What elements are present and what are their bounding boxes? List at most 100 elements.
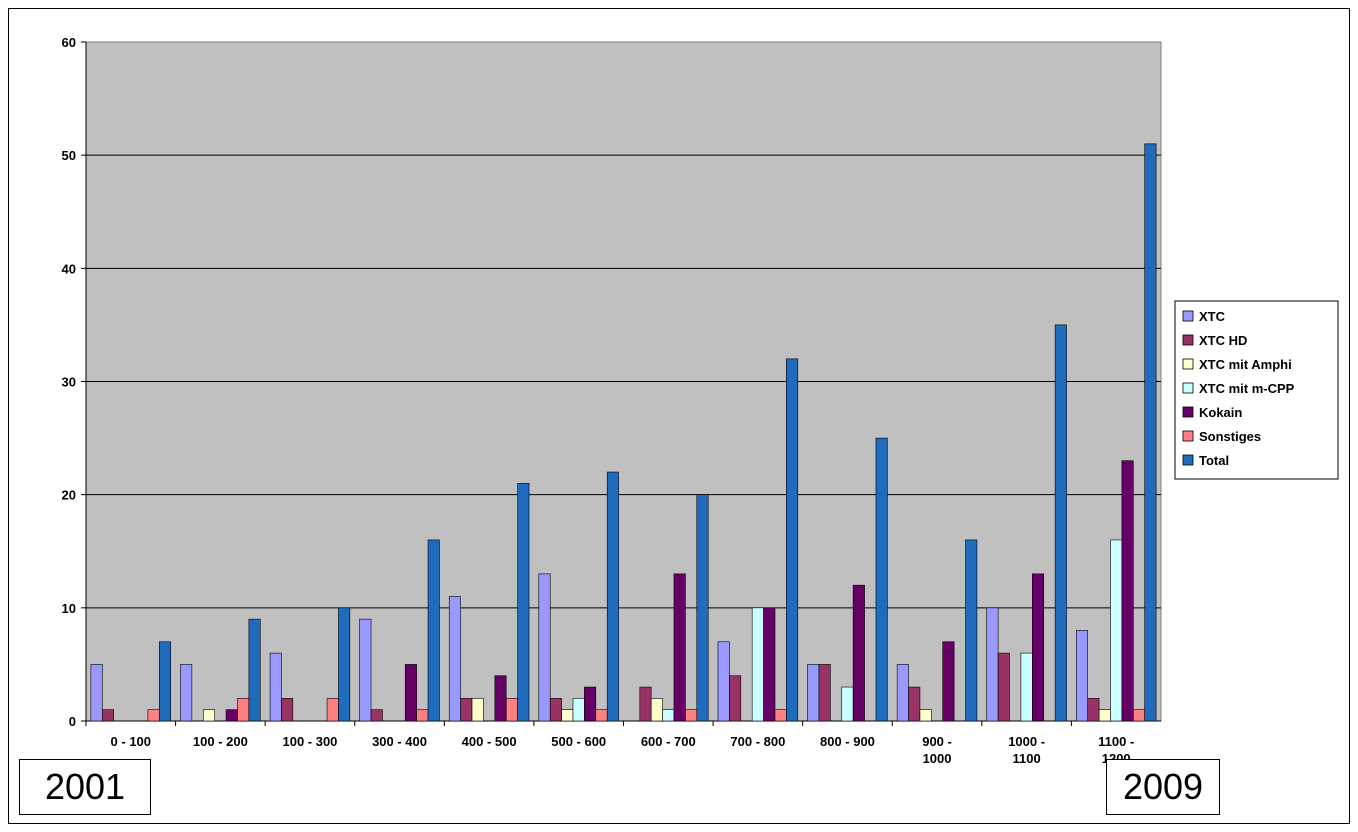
bar [1098,709,1111,722]
legend-label: Kokain [1199,405,1242,420]
y-tick-label: 0 [69,714,76,729]
x-tick-label: 1000 - [1008,734,1045,749]
legend: XTC XTC HD XTC mit Amphi XTC mit m-CPP Kokai… [1174,300,1339,480]
bar-chart: 0 10 20 30 40 50 60 0 - 100 100 - 200 100 - 300 30… [62,35,1339,766]
y-tick-label: 50 [62,148,76,163]
legend-label: XTC [1199,309,1226,324]
bar [818,664,831,722]
bar [460,698,473,722]
bar [338,607,351,722]
legend-swatch [1182,454,1194,466]
bar [471,698,484,722]
bar [751,607,764,722]
x-tick-label: 600 - 700 [641,734,696,749]
legend-swatch [1182,310,1194,322]
bar [1110,539,1123,722]
bar [662,709,675,722]
bar [1133,709,1146,722]
bar [225,709,238,722]
bar [1121,460,1134,722]
legend-swatch [1182,430,1194,442]
legend-label: Sonstiges [1199,429,1261,444]
bar [90,664,103,722]
bar [505,698,518,722]
legend-swatch [1182,358,1194,370]
bar [237,698,250,722]
x-tick-label: 300 - 400 [372,734,427,749]
bar [448,596,461,722]
bar [584,686,597,722]
x-tick-label: 700 - 800 [730,734,785,749]
bar [942,641,955,722]
legend-label: Total [1199,453,1229,468]
bar [807,664,820,722]
bar [404,664,417,722]
bar [180,664,193,722]
bar [919,709,932,722]
bar [326,698,339,722]
bar [729,675,742,722]
x-tick-label: 400 - 500 [462,734,517,749]
bar [1054,324,1067,722]
bar [852,584,865,722]
bar [673,573,686,722]
bar [650,698,663,722]
y-tick-label: 40 [62,261,76,276]
bar [875,437,888,722]
bar [281,698,294,722]
legend-label: XTC mit m-CPP [1199,381,1295,396]
bar [595,709,608,722]
y-tick-label: 60 [62,35,76,50]
bar [717,641,730,722]
bar [1032,573,1045,722]
y-tick-label: 10 [62,601,76,616]
bar [517,483,530,722]
bar [538,573,551,722]
bar [908,686,921,722]
bar [359,618,372,722]
end-year-label: 2009 [1106,759,1220,815]
y-tick-label: 20 [62,488,76,503]
bar [896,664,909,722]
y-tick-label: 30 [62,375,76,390]
legend-swatch [1182,334,1194,346]
legend-swatch [1182,406,1194,418]
bar [986,607,999,722]
x-tick-label: 1100 [1013,751,1041,766]
legend-label: XTC HD [1199,333,1247,348]
legend-box [1174,300,1339,480]
bar [965,539,978,722]
x-tick-label: 800 - 900 [820,734,875,749]
bar [1144,143,1157,722]
x-tick-label: 100 - 300 [282,734,337,749]
start-year-label: 2001 [19,759,151,815]
bar [685,709,698,722]
bar [202,709,215,722]
bar [101,709,114,722]
bar [606,471,619,722]
x-tick-label: 500 - 600 [551,734,606,749]
bar [427,539,440,722]
chart-frame: 0 10 20 30 40 50 60 0 - 100 100 - 200 100 - 300 30… [8,8,1350,824]
bar [841,686,854,722]
bar [549,698,562,722]
bar [786,358,799,722]
x-tick-label: 100 - 200 [193,734,248,749]
bar [370,709,383,722]
bar [494,675,507,722]
bar [248,618,261,722]
bar [1087,698,1100,722]
bar [561,709,574,722]
bar [416,709,429,722]
bar [997,652,1010,722]
bar [763,607,776,722]
bar [147,709,160,722]
bar [639,686,652,722]
plot-area: 0 10 20 30 40 50 60 0 - 100 100 - 200 100 - 300 30… [62,35,1162,766]
bar [696,494,709,722]
legend-swatch [1182,382,1194,394]
bar [774,709,787,722]
x-tick-label: 900 - [922,734,952,749]
bar [1020,652,1033,722]
x-tick-label: 0 - 100 [111,734,151,749]
